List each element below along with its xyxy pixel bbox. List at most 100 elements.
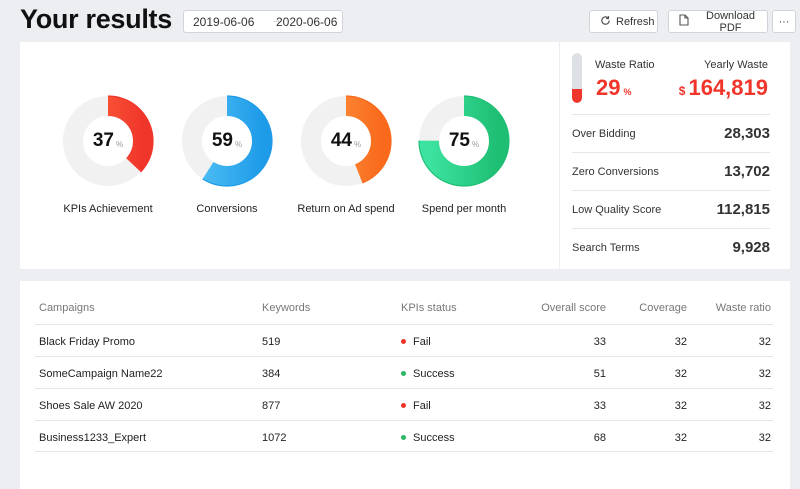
gauge-value: 44% [300,95,392,187]
gauge-value: 59% [181,95,273,187]
gauge-unit: % [116,139,124,149]
column-header-campaigns[interactable]: Campaigns [39,302,95,314]
kpi-status-text: Success [413,368,455,380]
gauge-number: 75 [448,130,470,151]
keywords-count: 519 [262,336,281,348]
gauge-arc [301,96,391,186]
gauge-return-on-ad-spend: 44% [300,95,392,187]
gauge-number: 59 [211,130,233,151]
kpi-status-text: Fail [413,400,431,412]
gauge-unit: % [472,139,480,149]
waste-thermometer [572,53,582,103]
metric-over-bidding: Over Bidding 28,303 [572,114,770,152]
gauge-ring [62,95,154,187]
gauge-spend-per-month: 75% [418,95,510,187]
waste-ratio: 32 [758,368,771,380]
currency-symbol: $ [678,84,686,98]
table-row[interactable]: Shoes Sale AW 2020 877 Fail 33 32 32 [35,388,773,420]
status-dot-icon [401,402,406,408]
gauge-outer-arc [181,95,273,187]
overall-score: 51 [593,368,606,380]
status-dot-icon [401,338,406,344]
yearly-waste-label: Yearly Waste [704,59,768,71]
download-pdf-label: Download PDF [706,9,755,34]
campaign-name[interactable]: Business1233_Expert [39,432,147,444]
arrow-right-icon: → [271,14,282,26]
gauge-ring [300,95,392,187]
coverage: 32 [674,432,687,444]
waste-ratio-value: 29% [596,75,632,101]
column-header-coverage[interactable]: Coverage [639,302,687,314]
more-icon: ··· [778,15,790,28]
gauge-outer-arc [300,95,392,187]
metric-label: Zero Conversions [572,166,659,178]
gauge-label: Spend per month [421,203,507,215]
gauge-value: 37% [62,95,154,187]
status-dot-icon [401,370,406,376]
waste-ratio: 32 [758,400,771,412]
gauge-value: 75% [418,95,510,187]
file-icon [679,14,689,29]
gauge-number: 37 [92,130,114,151]
table-row[interactable]: Black Friday Promo 519 Fail 33 32 32 [35,324,773,356]
refresh-button[interactable]: Refresh [589,10,658,33]
kpi-status-text: Fail [413,336,431,348]
page-title: Your results [20,4,172,34]
kpi-status: Success [401,432,455,444]
metric-value: 28,303 [724,125,770,142]
campaigns-table-card [20,281,790,489]
waste-summary-card [559,42,790,269]
yearly-waste-value: $164,819 [679,75,768,101]
column-header-keywords[interactable]: Keywords [262,302,311,314]
metric-label: Search Terms [572,242,640,254]
gauge-number: 44 [330,130,352,151]
kpi-status: Fail [401,336,431,348]
column-header-waste-ratio[interactable]: Waste ratio [715,302,771,314]
gauge-outer-arc [418,95,510,187]
table-row[interactable]: SomeCampaign Name22 384 Success 51 32 32 [35,356,773,388]
metric-low-quality-score: Low Quality Score 112,815 [572,190,770,228]
waste-ratio-number: 29 [596,75,621,100]
gauge-ring [418,95,510,187]
kpi-gauges-card [20,42,559,269]
table-row[interactable]: Business1233_Expert 1072 Success 68 32 3… [35,420,773,452]
metric-label: Low Quality Score [572,204,662,216]
gauge-label: Conversions [196,203,258,215]
kpi-status-text: Success [413,432,455,444]
coverage: 32 [674,336,687,348]
metric-value: 13,702 [724,163,770,180]
yearly-waste-number: 164,819 [688,75,768,100]
campaign-name[interactable]: SomeCampaign Name22 [39,368,163,380]
date-range-picker[interactable]: 2019-06-06 → 2020-06-06 [183,10,343,33]
date-start[interactable]: 2019-06-06 [193,15,255,29]
header: Your results 2019-06-06 → 2020-06-06 Ref… [0,0,800,42]
gauge-arc [419,96,509,186]
overall-score: 33 [593,400,606,412]
campaign-name[interactable]: Black Friday Promo [39,336,135,348]
metric-zero-conversions: Zero Conversions 13,702 [572,152,770,190]
column-header-kpis-status[interactable]: KPIs status [401,302,457,314]
kpi-status: Fail [401,400,431,412]
coverage: 32 [674,400,687,412]
column-header-overall-score[interactable]: Overall score [541,302,606,314]
status-dot-icon [401,434,406,440]
gauge-unit: % [354,139,362,149]
metric-label: Over Bidding [572,128,636,140]
coverage: 32 [674,368,687,380]
campaign-name[interactable]: Shoes Sale AW 2020 [39,400,143,412]
gauge-label: KPIs Achievement [63,203,153,215]
keywords-count: 877 [262,400,281,412]
overall-score: 33 [593,336,606,348]
download-pdf-button[interactable]: Download PDF [668,9,768,34]
waste-thermometer-fill [572,88,582,103]
keywords-count: 1072 [262,432,287,444]
metric-value: 112,815 [716,201,770,218]
metric-value: 9,928 [732,239,770,256]
gauge-kpis-achievement: 37% [62,95,154,187]
waste-ratio: 32 [758,336,771,348]
gauge-outer-arc [62,95,154,187]
date-end[interactable]: 2020-06-06 [276,15,338,29]
more-options-button[interactable]: ··· [772,10,796,33]
gauge-label: Return on Ad spend [297,203,395,215]
waste-ratio: 32 [758,432,771,444]
